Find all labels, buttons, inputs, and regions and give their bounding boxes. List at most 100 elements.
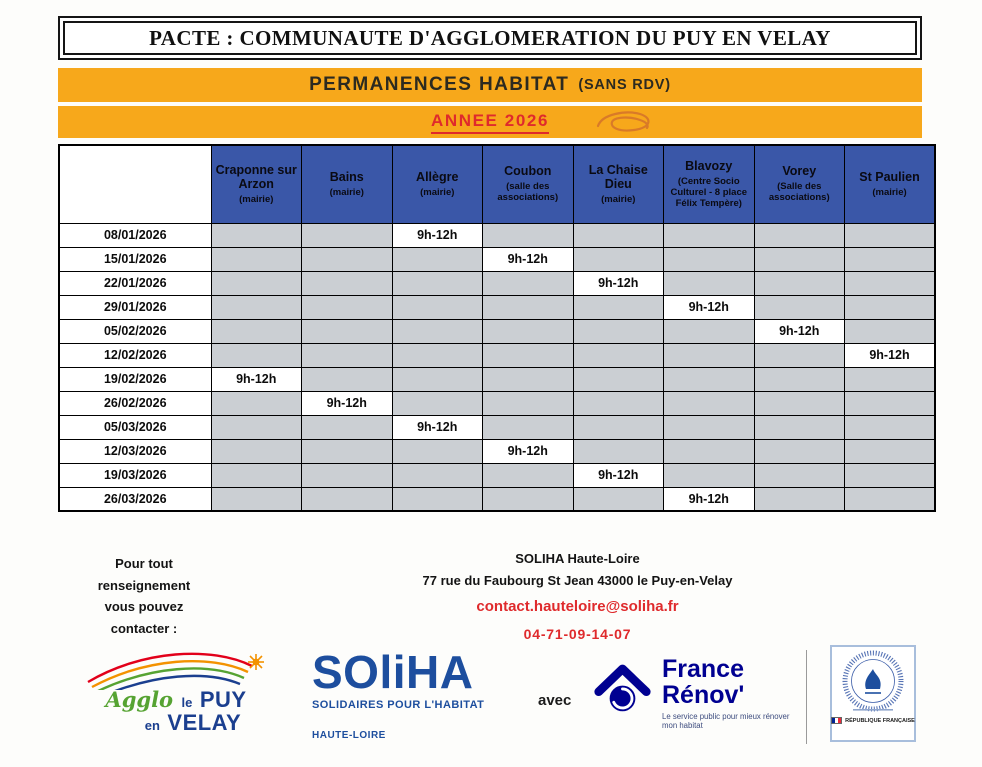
column-header-bains: Bains (mairie) bbox=[301, 144, 393, 224]
agglo-logo-text-line2: en VELAY bbox=[80, 710, 272, 736]
schedule-table-body: 08/01/2026 9h-12h 15/01/2026 9h-12h 22/01/20… bbox=[58, 222, 936, 512]
column-name: Blavozy bbox=[685, 158, 733, 173]
empty-slot bbox=[210, 246, 302, 272]
soliha-logo: SOliHA SOLIDAIRES POUR L'HABITAT HAUTE-L… bbox=[312, 646, 542, 741]
banner-main-text: PERMANENCES HABITAT bbox=[309, 74, 570, 95]
empty-slot bbox=[391, 294, 483, 320]
time-slot: 9h-12h bbox=[753, 318, 845, 344]
schedule-row: 19/02/2026 9h-12h bbox=[58, 366, 936, 392]
empty-slot bbox=[844, 366, 936, 392]
banner-sub-text: (SANS RDV) bbox=[578, 77, 671, 93]
empty-slot bbox=[391, 462, 483, 488]
schedule-table: Craponne sur Arzon (mairie) Bains (mairie) A… bbox=[58, 144, 936, 512]
page-title: PACTE : COMMUNAUTE D'AGGLOMERATION DU PU… bbox=[149, 25, 831, 50]
schedule-row: 05/02/2026 9h-12h bbox=[58, 318, 936, 344]
empty-slot bbox=[482, 366, 574, 392]
empty-slot bbox=[210, 342, 302, 368]
schedule-row: 12/02/2026 9h-12h bbox=[58, 342, 936, 368]
contact-prompt-line: vous pouvez bbox=[104, 599, 184, 614]
document-title-inner-border: PACTE : COMMUNAUTE D'AGGLOMERATION DU PU… bbox=[63, 21, 917, 55]
empty-slot bbox=[210, 414, 302, 440]
time-slot: 9h-12h bbox=[391, 414, 483, 440]
empty-slot bbox=[301, 270, 393, 296]
time-slot: 9h-12h bbox=[663, 294, 755, 320]
date-column-header bbox=[58, 144, 212, 224]
france-renov-tagline: Le service public pour mieux rénover mon… bbox=[662, 712, 790, 731]
schedule-table-header: Craponne sur Arzon (mairie) Bains (mairie) A… bbox=[58, 144, 936, 224]
column-header-allegre: Allègre (mairie) bbox=[391, 144, 483, 224]
column-detail: (mairie) bbox=[601, 194, 636, 206]
empty-slot bbox=[663, 438, 755, 464]
empty-slot bbox=[301, 222, 393, 248]
empty-slot bbox=[572, 318, 664, 344]
date-cell: 26/02/2026 bbox=[58, 390, 212, 416]
time-slot: 9h-12h bbox=[482, 246, 574, 272]
schedule-row: 08/01/2026 9h-12h bbox=[58, 222, 936, 248]
date-cell: 05/03/2026 bbox=[58, 414, 212, 440]
empty-slot bbox=[210, 294, 302, 320]
schedule-row: 26/03/2026 9h-12h bbox=[58, 486, 936, 512]
empty-slot bbox=[753, 414, 845, 440]
empty-slot bbox=[663, 222, 755, 248]
france-renov-line2: Rénov' bbox=[662, 681, 745, 709]
empty-slot bbox=[663, 342, 755, 368]
empty-slot bbox=[210, 486, 302, 512]
column-detail: (mairie) bbox=[872, 186, 907, 198]
empty-slot bbox=[210, 318, 302, 344]
stamp-caption-text: RÉPUBLIQUE FRANÇAISE bbox=[845, 717, 915, 724]
contact-prompt-line: contacter : bbox=[110, 620, 178, 636]
soliha-wordmark: SOliHA bbox=[312, 646, 474, 698]
date-cell: 12/02/2026 bbox=[58, 342, 212, 368]
column-detail: (mairie) bbox=[420, 186, 455, 198]
empty-slot bbox=[482, 342, 574, 368]
org-email: contact.hauteloire@soliha.fr bbox=[476, 598, 679, 615]
time-slot: 9h-12h bbox=[572, 270, 664, 296]
empty-slot bbox=[301, 246, 393, 272]
house-icon bbox=[594, 664, 651, 712]
column-name: Bains bbox=[329, 169, 364, 184]
stamp-seal-icon bbox=[842, 650, 904, 712]
empty-slot bbox=[482, 270, 574, 296]
empty-slot bbox=[301, 294, 393, 320]
agglo-puy-en-velay-logo: Agglo le PUY en VELAY bbox=[80, 644, 272, 742]
column-name: Craponne sur Arzon bbox=[215, 162, 297, 192]
date-cell: 22/01/2026 bbox=[58, 270, 212, 296]
date-cell: 19/03/2026 bbox=[58, 462, 212, 488]
date-cell: 26/03/2026 bbox=[58, 486, 212, 512]
french-flag-icon bbox=[831, 717, 843, 724]
column-detail: (mairie) bbox=[239, 194, 274, 206]
column-detail: (salle des associations) bbox=[497, 181, 559, 204]
pen-scribble-mark bbox=[596, 111, 650, 132]
agglo-logo-text-line1: Agglo le PUY bbox=[80, 687, 272, 713]
date-cell: 05/02/2026 bbox=[58, 318, 212, 344]
empty-slot bbox=[753, 366, 845, 392]
france-renov-line1: France bbox=[662, 655, 744, 683]
empty-slot bbox=[482, 318, 574, 344]
empty-slot bbox=[301, 342, 393, 368]
column-header-vorey: Vorey (Salle des associations) bbox=[753, 144, 845, 224]
contact-prompt-line: Pour tout bbox=[115, 556, 173, 571]
time-slot: 9h-12h bbox=[663, 486, 755, 512]
empty-slot bbox=[391, 318, 483, 344]
empty-slot bbox=[753, 270, 845, 296]
empty-slot bbox=[753, 342, 845, 368]
agglo-word-puy: PUY bbox=[199, 687, 247, 712]
empty-slot bbox=[482, 486, 574, 512]
empty-slot bbox=[391, 390, 483, 416]
france-renov-text: France Rénov' Le service public pour mie… bbox=[662, 656, 797, 731]
schedule-row: 29/01/2026 9h-12h bbox=[58, 294, 936, 320]
empty-slot bbox=[301, 462, 393, 488]
column-detail: (Centre Socio Culturel - 8 place Félix T… bbox=[670, 175, 748, 209]
empty-slot bbox=[753, 462, 845, 488]
agglo-word-agglo: Agglo bbox=[105, 687, 174, 712]
france-renov-logo: France Rénov' Le service public pour mie… bbox=[592, 656, 797, 731]
empty-slot bbox=[210, 270, 302, 296]
empty-slot bbox=[210, 438, 302, 464]
empty-slot bbox=[482, 390, 574, 416]
agglo-word-en: en bbox=[144, 718, 160, 733]
agglo-word-velay: VELAY bbox=[167, 710, 242, 735]
org-phone: 04-71-09-14-07 bbox=[523, 626, 632, 642]
empty-slot bbox=[844, 486, 936, 512]
date-cell: 15/01/2026 bbox=[58, 246, 212, 272]
logo-divider-line bbox=[806, 650, 807, 744]
